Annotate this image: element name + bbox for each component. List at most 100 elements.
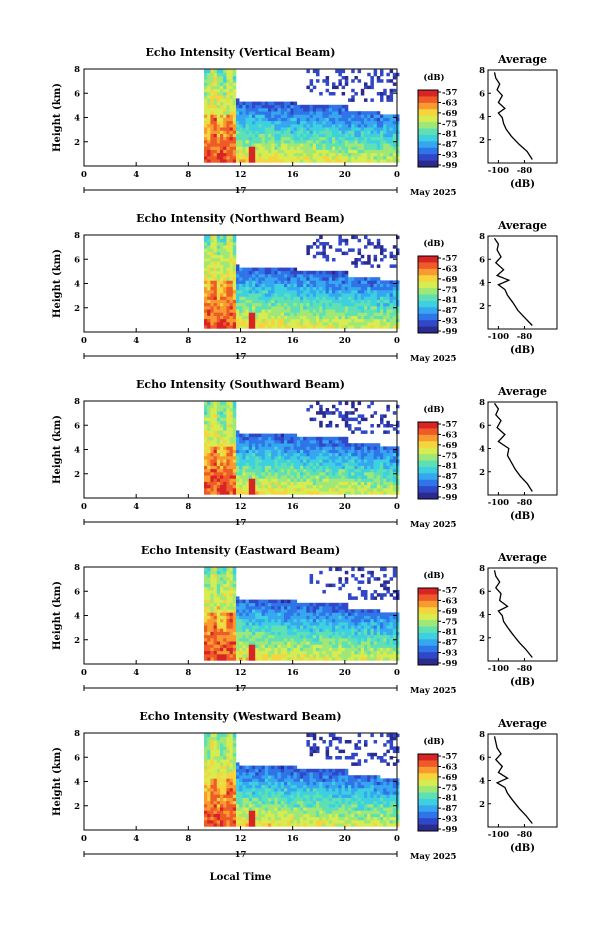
heatmap-cell: [303, 641, 307, 645]
heatmap-cell: [316, 641, 320, 645]
heatmap-cell: [274, 433, 278, 438]
heatmap-cell: [213, 634, 218, 639]
heatmap-cell: [325, 440, 330, 444]
heatmap-cell: [386, 140, 390, 144]
heatmap-cell: [367, 296, 371, 300]
heatmap-cell: [293, 302, 298, 307]
average-y-tick-label: 4: [479, 279, 485, 289]
heatmap-cell: [210, 245, 214, 249]
heatmap-cell: [213, 449, 218, 454]
heatmap-cell: [229, 302, 234, 307]
heatmap-cell: [226, 628, 230, 632]
heatmap-cell: [332, 628, 336, 632]
heatmap-cell: [258, 478, 262, 482]
heatmap-cell: [328, 296, 333, 300]
heatmap-cell: [216, 95, 221, 99]
heatmap-cell: [245, 478, 250, 482]
heatmap-cell: [210, 481, 214, 486]
heatmap-cell: [380, 459, 384, 463]
heatmap-cell: [248, 104, 253, 109]
heatmap-cell: [328, 245, 333, 249]
heatmap-cell: [277, 491, 282, 495]
heatmap-cell: [312, 475, 317, 479]
heatmap-cell: [303, 472, 307, 476]
heatmap-cell: [348, 290, 352, 294]
heatmap-cell: [332, 92, 336, 96]
heatmap-cell: [309, 618, 314, 623]
heatmap-cell: [360, 92, 365, 96]
heatmap-cell: [338, 120, 342, 125]
heatmap-cell: [293, 296, 298, 300]
heatmap-cell: [309, 472, 314, 476]
heatmap-cell: [325, 133, 330, 138]
heatmap-cell: [223, 72, 227, 77]
heatmap-cell: [213, 593, 218, 597]
heatmap-cell: [303, 606, 307, 610]
heatmap-cell: [284, 612, 288, 616]
heatmap-cell: [258, 108, 262, 112]
heatmap-cell: [252, 309, 256, 313]
heatmap-cell: [236, 625, 240, 629]
heatmap-cell: [236, 606, 240, 610]
heatmap-cell: [354, 484, 358, 489]
heatmap-cell: [274, 446, 278, 450]
colorbar-tick-label: -93: [442, 483, 457, 493]
heatmap-cell: [335, 286, 339, 291]
heatmap-cell: [338, 315, 342, 320]
heatmap-cell: [264, 152, 269, 157]
heatmap-cell: [364, 302, 368, 307]
heatmap-cell: [376, 124, 381, 128]
heatmap-cell: [344, 146, 349, 150]
heatmap-cell: [268, 283, 272, 288]
heatmap-cell: [213, 82, 218, 86]
heatmap-cell: [357, 143, 362, 147]
heatmap-cell: [242, 602, 246, 607]
heatmap-cell: [322, 270, 326, 275]
heatmap-cell: [383, 248, 387, 252]
heatmap-cell: [213, 238, 218, 243]
heatmap-cell: [389, 478, 394, 482]
heatmap-cell: [319, 622, 323, 626]
heatmap-cell: [204, 583, 208, 588]
heatmap-cell: [236, 488, 240, 492]
heatmap-cell: [332, 124, 336, 128]
heatmap-cell: [348, 475, 352, 479]
heatmap-cell: [300, 481, 304, 486]
heatmap-cell: [335, 315, 339, 320]
heatmap-cell: [309, 465, 314, 470]
heatmap-cell: [396, 312, 400, 316]
heatmap-cell: [322, 484, 326, 489]
heatmap-cell: [322, 111, 326, 115]
heatmap-cell: [370, 325, 374, 329]
heatmap-cell: [335, 465, 339, 470]
heatmap-cell: [303, 130, 307, 134]
heatmap-cell: [242, 446, 246, 450]
heatmap-cell: [268, 114, 272, 118]
heatmap-cell: [309, 159, 314, 163]
heatmap-cell: [367, 127, 371, 131]
heatmap-cell: [364, 124, 368, 128]
heatmap-cell: [248, 602, 253, 607]
heatmap-cell: [204, 427, 208, 431]
heatmap-cell: [383, 456, 387, 460]
heatmap-cell: [252, 111, 256, 115]
heatmap-cell: [226, 481, 230, 486]
heatmap-cell: [306, 286, 310, 291]
heatmap-cell: [268, 602, 272, 607]
heatmap-cell: [255, 108, 259, 112]
heatmap-cell: [380, 302, 384, 307]
heatmap-cell: [223, 657, 227, 661]
colorbar-unit: (dB): [423, 238, 444, 249]
heatmap-cell: [322, 136, 326, 141]
heatmap-cell: [274, 277, 278, 281]
heatmap-cell: [204, 612, 208, 616]
heatmap-cell: [271, 634, 275, 639]
heatmap-cell: [216, 117, 221, 122]
heatmap-cell: [220, 76, 224, 80]
heatmap-cell: [220, 283, 224, 288]
heatmap-cell: [280, 143, 285, 147]
heatmap-cell: [367, 446, 371, 450]
heatmap-cell: [357, 296, 362, 300]
heatmap-cell: [239, 124, 243, 128]
heatmap-cell: [277, 602, 282, 607]
